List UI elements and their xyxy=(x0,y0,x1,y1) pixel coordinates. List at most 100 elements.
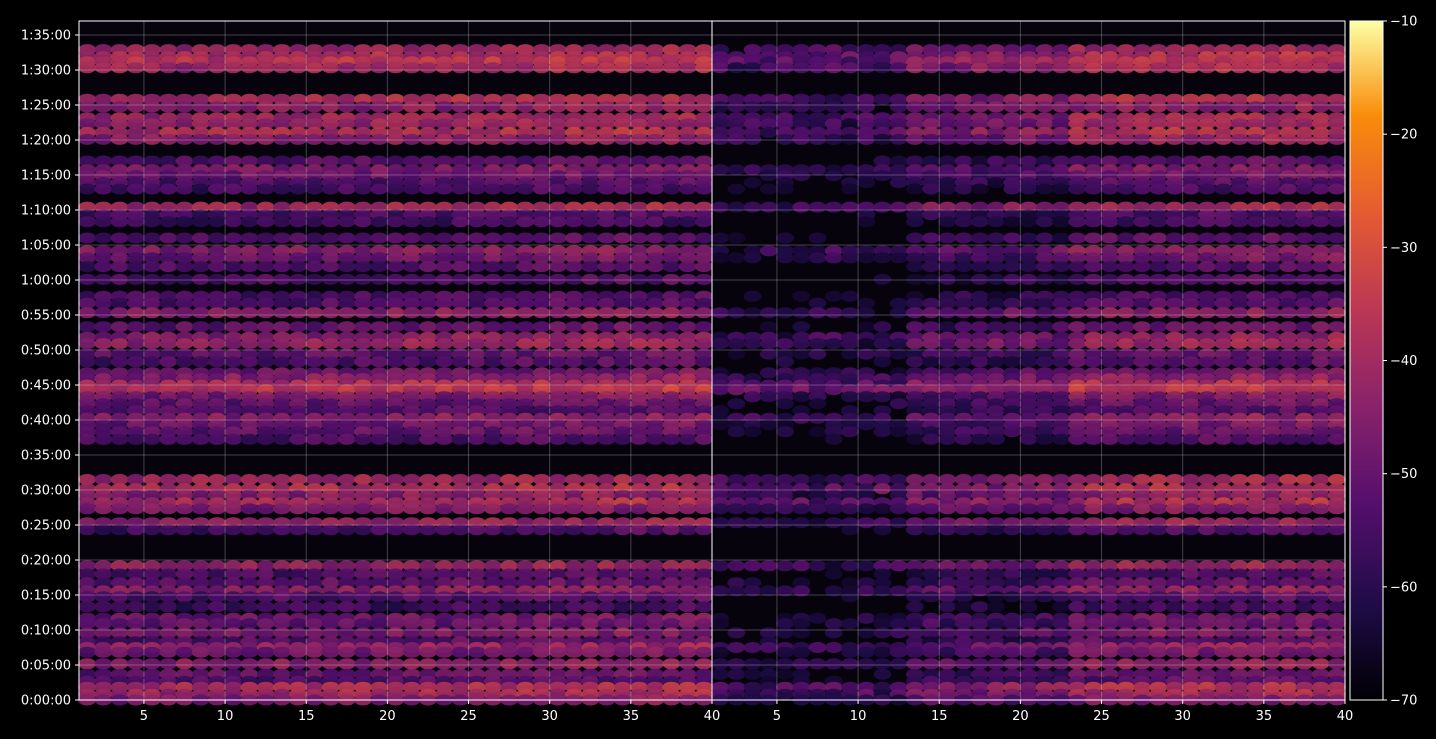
heatmap-cell xyxy=(1117,591,1135,603)
heatmap-cell xyxy=(1035,433,1054,445)
heatmap-cell xyxy=(1165,658,1184,670)
heatmap-cell xyxy=(1263,524,1281,536)
heatmap-cell xyxy=(532,201,551,213)
heatmap-cell xyxy=(191,433,210,445)
heatmap-cell xyxy=(792,577,811,589)
heatmap-cell xyxy=(191,577,210,589)
heatmap-cell xyxy=(1133,232,1151,244)
heatmap-cell xyxy=(808,517,827,529)
heatmap-cell xyxy=(646,503,665,515)
heatmap-cell xyxy=(175,503,194,515)
heatmap-cell xyxy=(1295,155,1314,167)
heatmap-cell xyxy=(337,216,356,228)
heatmap-cell xyxy=(110,261,129,273)
heatmap-cell xyxy=(954,232,973,244)
heatmap-cell xyxy=(581,62,600,74)
heatmap-cell xyxy=(467,601,486,613)
heatmap-cell xyxy=(78,577,96,589)
heatmap-cell xyxy=(402,646,421,658)
heatmap-cell xyxy=(1295,201,1314,213)
heatmap-cell xyxy=(1084,503,1103,515)
heatmap-cell xyxy=(1181,93,1200,105)
heatmap-cell xyxy=(500,560,518,572)
heatmap-cell xyxy=(906,338,924,350)
heatmap-cell xyxy=(224,261,243,273)
heatmap-cell xyxy=(240,524,259,536)
heatmap-cell xyxy=(435,503,454,515)
heatmap-cell xyxy=(711,118,729,130)
heatmap-cell xyxy=(906,348,924,360)
heatmap-cell xyxy=(386,261,405,273)
heatmap-cell xyxy=(451,474,470,485)
heatmap-cell xyxy=(987,118,1005,130)
heatmap-cell xyxy=(857,627,876,639)
heatmap-cell xyxy=(922,433,940,445)
heatmap-cell xyxy=(646,297,665,309)
heatmap-cell xyxy=(1052,62,1070,74)
heatmap-cell xyxy=(776,338,794,350)
heatmap-cell xyxy=(711,405,729,417)
heatmap-cell xyxy=(646,627,665,639)
heatmap-cell xyxy=(987,426,1005,438)
heatmap-cell xyxy=(273,577,291,589)
heatmap-cell xyxy=(126,133,145,145)
heatmap-cell xyxy=(1263,118,1281,130)
heatmap-cell xyxy=(1328,232,1346,244)
heatmap-cell xyxy=(1068,426,1087,438)
heatmap-cell xyxy=(1279,568,1298,580)
heatmap-cell xyxy=(467,524,486,536)
heatmap-cell xyxy=(1230,62,1249,74)
heatmap-cell xyxy=(159,658,178,670)
heatmap-cell xyxy=(1279,321,1298,333)
heatmap-cell xyxy=(1198,307,1216,319)
heatmap-cell xyxy=(1295,591,1314,603)
heatmap-cell xyxy=(1084,261,1103,273)
heatmap-cell xyxy=(208,338,226,350)
heatmap-cell xyxy=(289,627,307,639)
heatmap-cell xyxy=(548,307,567,319)
heatmap-cell xyxy=(1117,627,1135,639)
heatmap-cell xyxy=(906,356,924,368)
heatmap-cell xyxy=(1035,216,1054,228)
heatmap-cell xyxy=(208,261,226,273)
heatmap-cell xyxy=(94,321,113,333)
heatmap-cell xyxy=(289,405,307,417)
heatmap-cell xyxy=(435,321,454,333)
heatmap-cell xyxy=(646,560,665,572)
heatmap-cell xyxy=(646,155,665,167)
heatmap-cell xyxy=(1165,568,1184,580)
heatmap-cell xyxy=(1295,232,1314,244)
heatmap-cell xyxy=(1198,646,1216,658)
heatmap-cell xyxy=(1328,503,1346,515)
heatmap-cell xyxy=(337,133,356,145)
heatmap-cell xyxy=(938,405,957,417)
heatmap-cell xyxy=(273,348,291,360)
heatmap-cell xyxy=(548,577,567,589)
heatmap-cell xyxy=(191,183,210,195)
heatmap-cell xyxy=(1181,183,1200,195)
heatmap-cell xyxy=(727,118,746,130)
heatmap-cell xyxy=(759,517,778,529)
heatmap-cell xyxy=(1263,433,1281,445)
heatmap-cell xyxy=(1246,568,1265,580)
heatmap-cell xyxy=(922,183,940,195)
heatmap-cell xyxy=(354,348,372,360)
heatmap-cell xyxy=(273,405,291,417)
heatmap-cell xyxy=(954,261,973,273)
heatmap-cell xyxy=(110,338,129,350)
heatmap-cell xyxy=(1068,216,1087,228)
heatmap-cell xyxy=(1311,93,1330,105)
heatmap-cell xyxy=(792,170,811,182)
heatmap-cell xyxy=(1263,618,1281,630)
heatmap-cell xyxy=(159,252,178,264)
heatmap-cell xyxy=(1279,232,1298,244)
heatmap-cell xyxy=(467,273,486,285)
heatmap-cell xyxy=(857,252,876,264)
heatmap-cell xyxy=(1279,155,1298,167)
heatmap-cell xyxy=(1100,252,1119,264)
heatmap-cell xyxy=(922,646,940,658)
heatmap-cell xyxy=(1003,577,1022,589)
heatmap-cell xyxy=(94,646,113,658)
heatmap-cell xyxy=(873,483,892,495)
heatmap-cell xyxy=(1279,62,1298,74)
